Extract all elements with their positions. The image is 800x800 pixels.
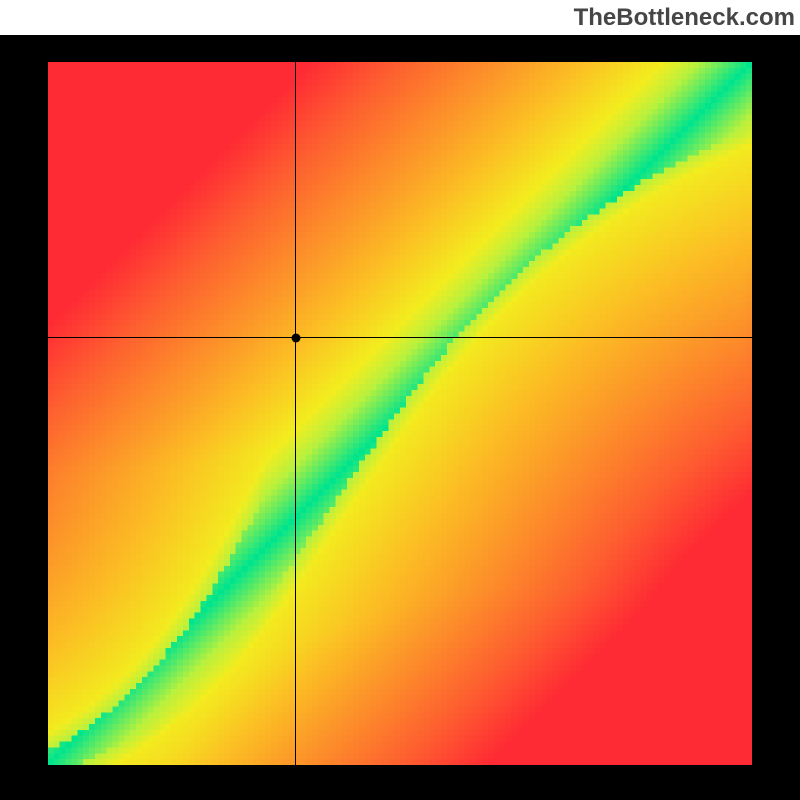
plot-area — [48, 62, 752, 765]
crosshair-vertical — [295, 62, 296, 765]
chart-container: { "canvas": { "width": 800, "height": 80… — [0, 0, 800, 800]
watermark-text: TheBottleneck.com — [574, 4, 795, 32]
crosshair-horizontal — [48, 337, 752, 338]
data-point-marker — [291, 333, 300, 342]
heatmap-canvas — [48, 62, 752, 765]
